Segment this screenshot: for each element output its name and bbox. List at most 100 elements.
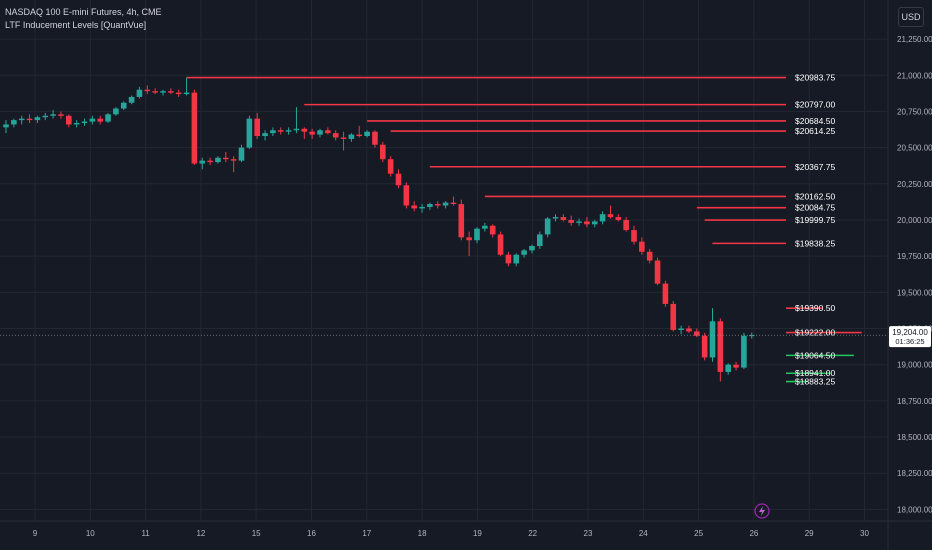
candle-body[interactable] xyxy=(254,118,260,137)
candle-body[interactable] xyxy=(591,221,598,225)
symbol-title[interactable]: NASDAQ 100 E-mini Futures, 4h, CME xyxy=(5,7,162,17)
indicator-title[interactable]: LTF Inducement Levels [QuantVue] xyxy=(5,20,147,30)
candle-body[interactable] xyxy=(97,118,103,122)
candle-body[interactable] xyxy=(701,335,708,358)
candle-body[interactable] xyxy=(670,303,677,330)
candle-body[interactable] xyxy=(3,124,9,128)
candle-body[interactable] xyxy=(113,108,119,115)
candle-body[interactable] xyxy=(34,117,41,121)
candle-body[interactable] xyxy=(18,118,25,121)
lightning-bolt-icon[interactable] xyxy=(754,503,770,519)
candle-body[interactable] xyxy=(584,221,590,225)
candle-body[interactable] xyxy=(607,214,614,218)
candle-body[interactable] xyxy=(238,147,245,161)
candle-body[interactable] xyxy=(380,144,386,160)
candle-body[interactable] xyxy=(230,159,237,161)
candle-body[interactable] xyxy=(450,202,457,205)
candle-body[interactable] xyxy=(309,131,315,135)
candle-body[interactable] xyxy=(717,321,724,372)
candle-body[interactable] xyxy=(11,120,17,125)
candle-body[interactable] xyxy=(332,133,339,138)
candle-body[interactable] xyxy=(144,89,151,92)
candle-body[interactable] xyxy=(66,115,72,125)
candle-body[interactable] xyxy=(152,91,158,93)
candle-body[interactable] xyxy=(160,91,166,93)
candle-body[interactable] xyxy=(646,251,653,261)
candle-body[interactable] xyxy=(372,131,378,145)
candle-body[interactable] xyxy=(568,219,574,223)
currency-button[interactable]: USD xyxy=(898,7,924,27)
candle-body[interactable] xyxy=(662,283,669,304)
candle-body[interactable] xyxy=(529,246,535,251)
candle-body[interactable] xyxy=(631,230,637,242)
candle-body[interactable] xyxy=(81,121,88,124)
candle-body[interactable] xyxy=(317,130,323,135)
candle-body[interactable] xyxy=(262,133,268,137)
candle-body[interactable] xyxy=(277,130,284,132)
candle-body[interactable] xyxy=(395,173,402,186)
candle-body[interactable] xyxy=(489,225,496,235)
candle-body[interactable] xyxy=(293,128,300,131)
candle-body[interactable] xyxy=(207,160,213,163)
candle-body[interactable] xyxy=(411,205,417,209)
candle-body[interactable] xyxy=(73,123,80,125)
candle-body[interactable] xyxy=(521,250,527,255)
candle-body[interactable] xyxy=(654,260,661,284)
candle-body[interactable] xyxy=(301,128,308,132)
candle-body[interactable] xyxy=(686,328,692,332)
candle-body[interactable] xyxy=(741,335,747,368)
candle-body[interactable] xyxy=(560,217,567,220)
candle-body[interactable] xyxy=(474,228,480,241)
candle-body[interactable] xyxy=(482,225,488,229)
candle-body[interactable] xyxy=(458,204,465,238)
candle-body[interactable] xyxy=(223,157,229,160)
candle-body[interactable] xyxy=(544,218,551,235)
candle-body[interactable] xyxy=(694,331,700,336)
candle-body[interactable] xyxy=(678,328,684,330)
candle-body[interactable] xyxy=(348,134,355,139)
candle-body[interactable] xyxy=(623,219,629,231)
candle-body[interactable] xyxy=(246,118,253,148)
candle-body[interactable] xyxy=(356,134,363,137)
candle-body[interactable] xyxy=(427,204,433,207)
candle-body[interactable] xyxy=(434,204,441,206)
candle-body[interactable] xyxy=(105,114,111,122)
candle-body[interactable] xyxy=(325,130,331,134)
candle-body[interactable] xyxy=(497,234,504,255)
candle-body[interactable] xyxy=(191,92,198,164)
candle-body[interactable] xyxy=(285,130,292,132)
candle-body[interactable] xyxy=(442,202,449,206)
candle-body[interactable] xyxy=(466,237,472,241)
candle-body[interactable] xyxy=(615,217,622,220)
candle-body[interactable] xyxy=(26,118,33,121)
candle-body[interactable] xyxy=(175,92,182,95)
candle-body[interactable] xyxy=(403,185,410,206)
candle-body[interactable] xyxy=(128,96,135,103)
candle-body[interactable] xyxy=(270,130,276,134)
candle-body[interactable] xyxy=(639,241,645,252)
candle-body[interactable] xyxy=(89,118,96,122)
candle-body[interactable] xyxy=(419,206,425,209)
candle-body[interactable] xyxy=(364,131,370,137)
candle-body[interactable] xyxy=(733,364,739,368)
candle-body[interactable] xyxy=(168,91,174,93)
candle-body[interactable] xyxy=(709,321,716,358)
candle-body[interactable] xyxy=(42,115,49,118)
candle-body[interactable] xyxy=(748,335,755,337)
candle-body[interactable] xyxy=(537,234,543,247)
candle-body[interactable] xyxy=(725,364,731,372)
candle-body[interactable] xyxy=(58,114,64,116)
candle-body[interactable] xyxy=(199,160,206,164)
candle-body[interactable] xyxy=(552,217,559,219)
candle-body[interactable] xyxy=(513,254,520,264)
candle-body[interactable] xyxy=(599,214,606,222)
candle-body[interactable] xyxy=(215,157,221,163)
candle-body[interactable] xyxy=(576,221,582,223)
candle-body[interactable] xyxy=(505,254,512,264)
candle-body[interactable] xyxy=(183,92,190,95)
candle-body[interactable] xyxy=(120,102,127,109)
candle-body[interactable] xyxy=(340,137,347,139)
candle-body[interactable] xyxy=(136,89,143,97)
candle-body[interactable] xyxy=(50,114,56,116)
